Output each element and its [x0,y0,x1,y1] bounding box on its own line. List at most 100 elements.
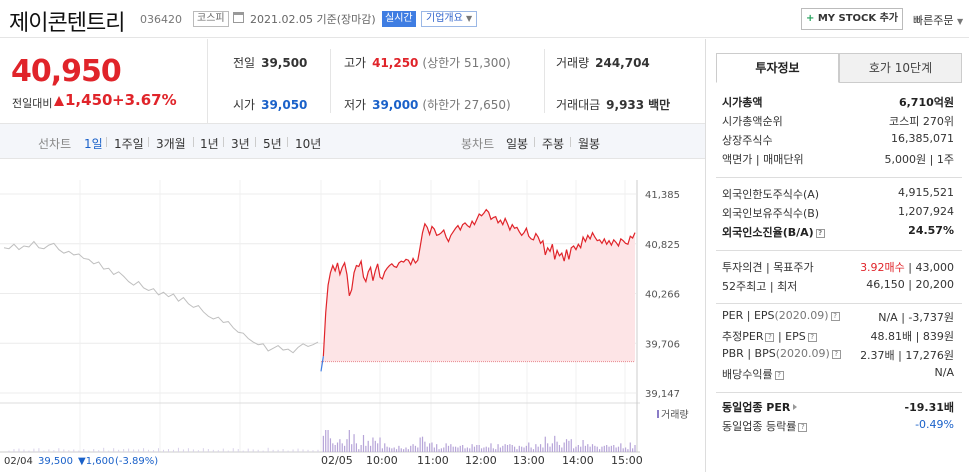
shares-value: 16,385,071 [891,132,954,145]
volume-bar [447,445,450,452]
volume-bar [537,446,539,452]
volume-bar [292,449,294,452]
help-icon[interactable]: ? [765,333,775,342]
price-block: 40,950 전일대비 1,450 +3.67% [0,39,208,123]
up-arrow-icon [54,96,64,106]
volume-bar [143,448,145,452]
volume-bar [400,448,402,452]
volume-bar [525,445,527,452]
tab-monthly[interactable]: 월봉 [578,137,601,151]
tab-1d[interactable]: 1일 [84,137,103,151]
volume-bar [587,444,589,452]
chevron-down-icon: ▼ [466,14,473,23]
company-overview-select[interactable]: 기업개요 ▼ [421,11,478,27]
volume-bar [113,448,115,452]
volume-bar [262,450,264,452]
high-value: 41,250 [372,56,419,70]
volume-bar [417,447,419,452]
help-icon[interactable]: ? [831,350,841,359]
high-label: 고가 [344,56,367,70]
price-chart[interactable]: 41,385 40,825 40,266 39,706 39,147 거래량 02/05 10… [0,160,705,472]
quick-order-button[interactable]: 빠른주문 ▼ [913,12,963,28]
tab-3m[interactable]: 3개월 [156,137,186,151]
volume-bar [632,448,634,452]
divider [330,49,331,113]
volume-bar [577,445,579,452]
market-rank-label: 시가총액순위 [722,115,783,128]
info-row: 외국인소진율(B/A)? 24.57% [722,224,954,240]
par-label: 액면가 [722,153,753,166]
volume-bar [367,440,369,452]
volume-bar [88,450,90,452]
company-overview-label: 기업개요 [426,13,463,24]
bottom-price-label: 39,500 [38,456,73,467]
volume-bar [412,444,414,452]
per-label: PER [722,309,744,322]
volume-bar [197,450,199,452]
open-value: 39,050 [261,98,308,112]
volume-bar [277,449,279,452]
volume-bar [202,448,204,452]
upper-limit: (상한가 51,300) [422,56,511,70]
volume-bar [133,449,135,452]
tab-separator [193,137,194,147]
volume-bar [603,445,605,452]
tab-weekly[interactable]: 주봉 [542,137,565,151]
volume-bar [391,448,393,452]
volume-bar [287,450,289,452]
volume-bar [118,449,120,452]
volume-bar [544,436,546,452]
add-mystock-button[interactable]: + MY STOCK 추가 [801,8,903,30]
tab-1y[interactable]: 1년 [200,137,219,151]
volume-bar [570,439,572,452]
realtime-button[interactable]: 실시간 [382,11,416,27]
tab-3y[interactable]: 3년 [231,137,250,151]
help-icon[interactable]: ? [807,333,817,342]
per-year: (2020.09) [774,309,829,322]
plus-icon: + [805,13,815,24]
help-icon[interactable]: ? [815,229,825,238]
bottom-change-label: ▼1,600 [78,456,114,467]
volume-bar [372,437,374,452]
volume-bar [346,439,348,452]
volume-bar [532,449,535,452]
volume-bar [443,447,445,452]
low-label: 저가 [344,98,367,112]
volume-bar [38,448,40,452]
tab-investment-info[interactable]: 투자정보 [716,53,839,83]
volume-bar [242,450,244,452]
volume-bar [388,447,391,452]
volume-bar [624,447,627,452]
tab-10y[interactable]: 10년 [295,137,322,151]
help-icon[interactable]: ? [830,312,840,321]
amount-stat: 거래대금 9,933 백만 [556,96,670,113]
change-label: 전일대비 [12,97,53,110]
volume-bar [480,448,483,452]
x-tick-label: 15:00 [611,454,643,467]
volume-bar [222,448,224,452]
chart-tabs: 선차트 1일 1주일 3개월 1년 3년 5년 10년 봉차트 일봉 주봉 월봉 [0,123,705,159]
volume-bar [502,445,504,452]
volume-bar [158,448,160,452]
caret-right-icon [793,404,798,410]
volume-bar [68,450,70,452]
volume-bar [473,446,476,452]
volume-bar [419,437,421,452]
tab-daily[interactable]: 일봉 [506,137,529,151]
volume-bar [325,430,327,452]
volume-bar [504,444,506,452]
help-icon[interactable]: ? [774,371,784,380]
divider [716,250,962,251]
chart-labels: 41,385 40,825 40,266 39,706 39,147 거래량 02/05 10… [4,190,689,467]
volume-bar [421,436,424,452]
volume-bar [123,449,125,452]
tab-5y[interactable]: 5년 [263,137,282,151]
volume-bar [257,449,259,452]
tab-order-book[interactable]: 호가 10단계 [839,53,962,83]
volume-bar [317,449,319,452]
help-icon[interactable]: ? [798,423,808,432]
sector-per-label: 동일업종 PER [722,401,791,414]
volume-bar [620,443,622,452]
volume-bar [73,449,75,452]
tab-1w[interactable]: 1주일 [114,137,144,151]
